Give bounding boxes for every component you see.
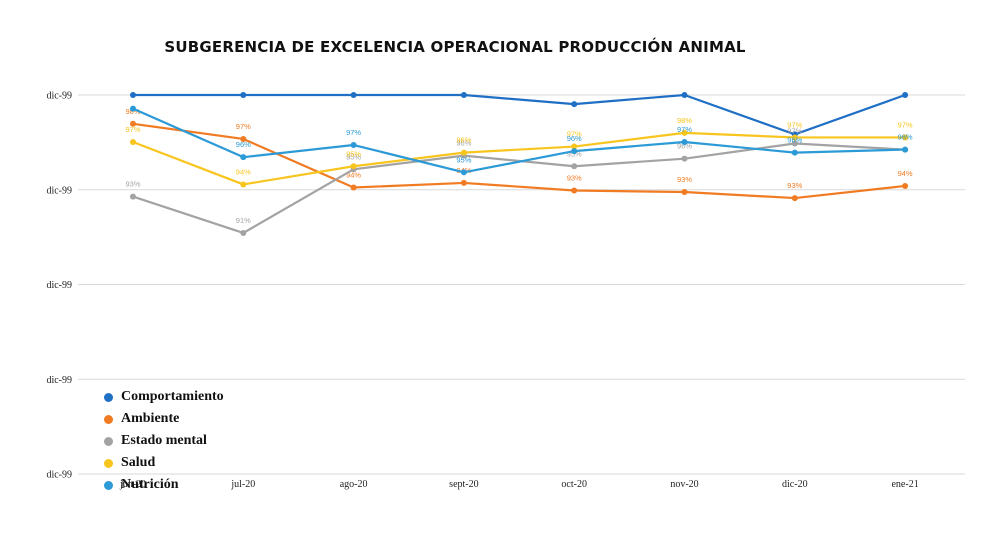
series-line-salud (132, 131, 906, 186)
data-point-nutricion (130, 105, 136, 112)
data-point-comportamiento (460, 92, 467, 98)
legend-label: Estado mental (121, 433, 207, 448)
legend-marker (104, 458, 113, 468)
data-point-salud (681, 129, 688, 136)
legend-marker (104, 392, 113, 402)
data-point-salud (571, 143, 578, 150)
data-point-ambiente (902, 182, 909, 189)
data-label-nutricion: 97% (677, 125, 692, 134)
x-tick-label: jul-20 (230, 479, 255, 490)
data-label-nutricion: 96% (898, 133, 913, 142)
y-tick-label: dic-99 (46, 375, 72, 386)
data-label-nutricion: 96% (567, 134, 582, 143)
data-point-nutricion (681, 138, 688, 145)
series-line-comportamiento (133, 93, 906, 136)
data-label-nutricion: 97% (346, 128, 361, 137)
data-label-ambiente: 94% (346, 170, 361, 179)
series-line-ambiente (132, 122, 906, 200)
data-point-ambiente (460, 179, 467, 186)
data-label-salud: 98% (677, 116, 692, 125)
data-point-estado-mental (130, 193, 136, 200)
data-point-salud (791, 134, 798, 141)
data-point-estado-mental (681, 155, 688, 162)
chart-title: SUBGERENCIA DE EXCELENCIA OPERACIONAL PR… (164, 38, 746, 56)
data-point-ambiente (681, 189, 688, 196)
data-point-nutricion (571, 148, 578, 155)
y-tick-label: dic-99 (46, 91, 72, 102)
data-point-nutricion (902, 146, 909, 153)
data-label-estado-mental: 91% (236, 216, 251, 225)
data-point-comportamiento (902, 92, 909, 98)
x-tick-label: dic-20 (782, 479, 808, 490)
x-tick-label: ene-21 (891, 479, 918, 490)
x-tick-label: jun-20 (119, 479, 146, 490)
data-point-comportamiento (571, 101, 578, 108)
data-label-salud: 97% (898, 120, 913, 129)
legend-item-nutricion: Nutrición (104, 474, 224, 496)
legend-label: Nutrición (121, 477, 179, 492)
data-point-comportamiento (240, 92, 247, 98)
data-point-estado-mental (240, 229, 247, 236)
data-label-salud: 97% (567, 130, 582, 139)
data-point-comportamiento (130, 92, 136, 98)
data-point-nutricion (460, 169, 467, 176)
data-point-salud (350, 163, 357, 170)
legend-label: Salud (121, 455, 156, 470)
data-label-estado-mental: 96% (456, 139, 471, 148)
data-point-ambiente (240, 135, 247, 142)
y-tick-label: dic-99 (46, 185, 72, 196)
data-point-ambiente (130, 120, 136, 127)
data-label-ambiente: 97% (236, 122, 251, 131)
x-tick-label: nov-20 (670, 479, 698, 490)
data-label-ambiente: 93% (567, 174, 582, 183)
legend-marker (104, 480, 113, 490)
data-label-estado-mental: 95% (346, 152, 361, 161)
legend-item-comportamiento: Comportamiento (104, 386, 224, 408)
chart-legend: Comportamiento Ambiente Estado mental Salud… (104, 386, 224, 496)
data-label-estado-mental: 96% (677, 142, 692, 151)
x-tick-label: oct-20 (561, 479, 587, 490)
data-label-nutricion: 96% (787, 136, 802, 145)
data-point-salud (130, 138, 136, 145)
series-line-nutricion (132, 107, 906, 174)
data-point-nutricion (350, 142, 357, 149)
data-point-ambiente (571, 187, 578, 194)
legend-label: Comportamiento (121, 389, 224, 404)
data-label-nutricion: 96% (236, 140, 251, 149)
data-label-salud: 95% (346, 149, 361, 158)
data-label-nutricion: 95% (456, 155, 471, 164)
data-label-salud: 94% (236, 167, 251, 176)
data-point-estado-mental (571, 163, 578, 170)
x-tick-label: sept-20 (449, 479, 478, 490)
data-point-salud (460, 149, 467, 156)
data-label-salud: 97% (125, 125, 140, 134)
data-label-salud: 96% (456, 136, 471, 145)
data-label-estado-mental: 93% (125, 180, 140, 189)
data-point-ambiente (350, 184, 357, 191)
data-point-estado-mental (791, 140, 798, 147)
legend-item-salud: Salud (104, 452, 224, 474)
data-point-ambiente (791, 195, 798, 202)
data-label-estado-mental: 97% (787, 127, 802, 136)
data-label-ambiente: 93% (677, 175, 692, 184)
legend-marker (104, 436, 113, 446)
legend-item-ambiente: Ambiente (104, 408, 224, 430)
data-point-comportamiento (350, 92, 357, 98)
data-point-salud (240, 181, 247, 188)
y-tick-label: dic-99 (46, 470, 72, 481)
legend-label: Ambiente (121, 411, 180, 426)
data-label-ambiente: 93% (787, 181, 802, 190)
data-label-ambiente: 94% (898, 169, 913, 178)
data-point-salud (902, 134, 909, 141)
y-tick-label: dic-99 (46, 280, 72, 291)
legend-marker (104, 414, 113, 424)
data-point-comportamiento (681, 92, 688, 98)
data-point-nutricion (240, 154, 247, 161)
data-point-nutricion (791, 149, 798, 156)
x-tick-label: ago-20 (340, 479, 368, 490)
legend-item-estado-mental: Estado mental (104, 430, 224, 452)
data-label-salud: 97% (787, 120, 802, 129)
